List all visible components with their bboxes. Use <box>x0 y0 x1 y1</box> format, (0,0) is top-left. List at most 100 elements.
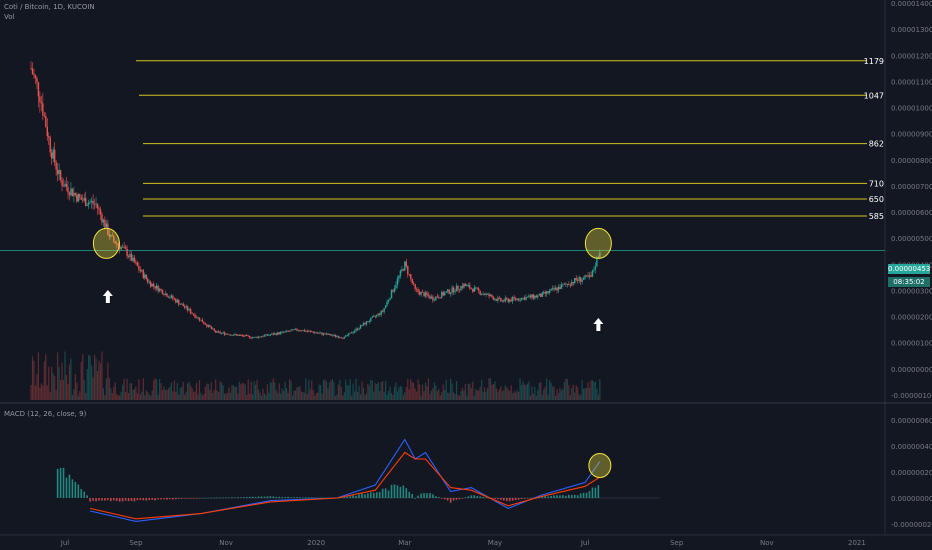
volume-bar <box>534 386 536 400</box>
volume-bar <box>362 387 365 400</box>
candle-body <box>396 278 399 285</box>
volume-bar <box>479 386 481 400</box>
candle-body <box>553 288 555 290</box>
volume-bar <box>556 389 558 400</box>
macd-histogram-bar <box>124 498 127 501</box>
candle-body <box>389 298 391 300</box>
macd-histogram-bar <box>396 485 399 498</box>
volume-bar <box>320 385 322 400</box>
macd-histogram-bar <box>133 498 136 502</box>
candle-body <box>401 269 403 271</box>
volume-bar <box>83 379 85 400</box>
candle-body <box>353 330 356 333</box>
macd-histogram-bar <box>491 498 493 499</box>
price-tick-label: 0.00000700 <box>891 183 932 191</box>
macd-histogram-bar <box>222 497 224 499</box>
candle-body <box>136 262 139 267</box>
macd-histogram-bar <box>290 497 292 498</box>
macd-histogram-bar <box>80 489 83 498</box>
volume-bar <box>33 360 35 400</box>
candle-body <box>226 333 229 335</box>
volume-bar <box>418 384 421 400</box>
macd-histogram-bar <box>163 498 165 500</box>
candle-body <box>566 284 569 285</box>
volume-bar <box>108 378 110 400</box>
candle-body <box>229 334 232 336</box>
volume-bar <box>148 394 150 400</box>
candle-body <box>405 261 408 267</box>
volume-bar <box>544 386 546 400</box>
volume-bar <box>277 393 279 400</box>
price-tick-label: 0.00000100 <box>891 340 932 348</box>
volume-bar <box>306 393 308 400</box>
candle-body <box>201 319 204 323</box>
candle-body <box>161 290 164 295</box>
volume-bar <box>523 384 526 400</box>
volume-bar <box>203 393 205 400</box>
candle-body <box>251 337 254 339</box>
candle-body <box>305 330 307 332</box>
volume-bar <box>58 367 60 400</box>
candle-body <box>472 288 474 292</box>
volume-bar <box>476 390 478 400</box>
candle-body <box>494 299 496 300</box>
volume-bar <box>260 395 263 400</box>
candle-body <box>194 314 196 318</box>
volume-bar <box>571 387 573 400</box>
macd-histogram-bar <box>585 492 588 498</box>
volume-bar <box>259 392 261 400</box>
candle-body <box>77 194 80 202</box>
time-tick-label: Jul <box>580 539 590 547</box>
candle-body <box>30 68 32 70</box>
highlight-circle <box>584 227 612 259</box>
candle-body <box>509 299 511 302</box>
macd-histogram-bar <box>104 498 106 501</box>
macd-tick-label: 0.00000020 <box>891 469 932 477</box>
volume-bar <box>271 382 273 400</box>
macd-histogram-bar <box>166 498 168 500</box>
candle-body <box>42 103 44 116</box>
candle-body <box>543 291 545 293</box>
volume-bar <box>516 389 518 400</box>
candle-body <box>383 308 385 312</box>
candle-body <box>213 328 215 331</box>
candle-body <box>339 337 341 339</box>
candle-body <box>52 149 54 159</box>
volume-bar <box>281 388 283 400</box>
volume-bar <box>336 394 338 400</box>
volume-bar <box>526 383 529 400</box>
countdown-tag: 08:35:02 <box>888 277 930 287</box>
candle-body <box>582 278 585 280</box>
candle-body <box>322 333 325 335</box>
volume-bar <box>593 381 595 400</box>
volume-bar <box>501 391 503 400</box>
macd-histogram-bar <box>452 498 455 501</box>
volume-bar <box>402 395 404 400</box>
candle-body <box>53 149 56 163</box>
volume-bar <box>343 392 345 400</box>
volume-bar <box>253 381 255 400</box>
candle-body <box>266 334 269 336</box>
candle-body <box>271 333 273 335</box>
macd-histogram-bar <box>517 498 520 500</box>
candle-body <box>110 235 112 237</box>
volume-bar <box>299 386 301 400</box>
candle-body <box>594 266 597 270</box>
candle-body <box>82 199 84 201</box>
candle-body <box>296 328 298 331</box>
price-tick-label: 0.00001000 <box>891 105 932 113</box>
volume-bar <box>113 386 115 400</box>
volume-bar <box>517 391 520 400</box>
volume-bar <box>246 394 248 400</box>
candle-body <box>412 283 415 285</box>
candle-body <box>235 334 238 335</box>
candle-body <box>209 324 211 327</box>
macd-histogram-bar <box>148 498 151 501</box>
macd-histogram-bar <box>399 486 402 498</box>
volume-bar <box>107 362 109 400</box>
macd-histogram-bar <box>204 497 207 499</box>
candle-body <box>550 289 552 291</box>
candle-body <box>506 297 508 299</box>
candle-body <box>45 116 47 127</box>
